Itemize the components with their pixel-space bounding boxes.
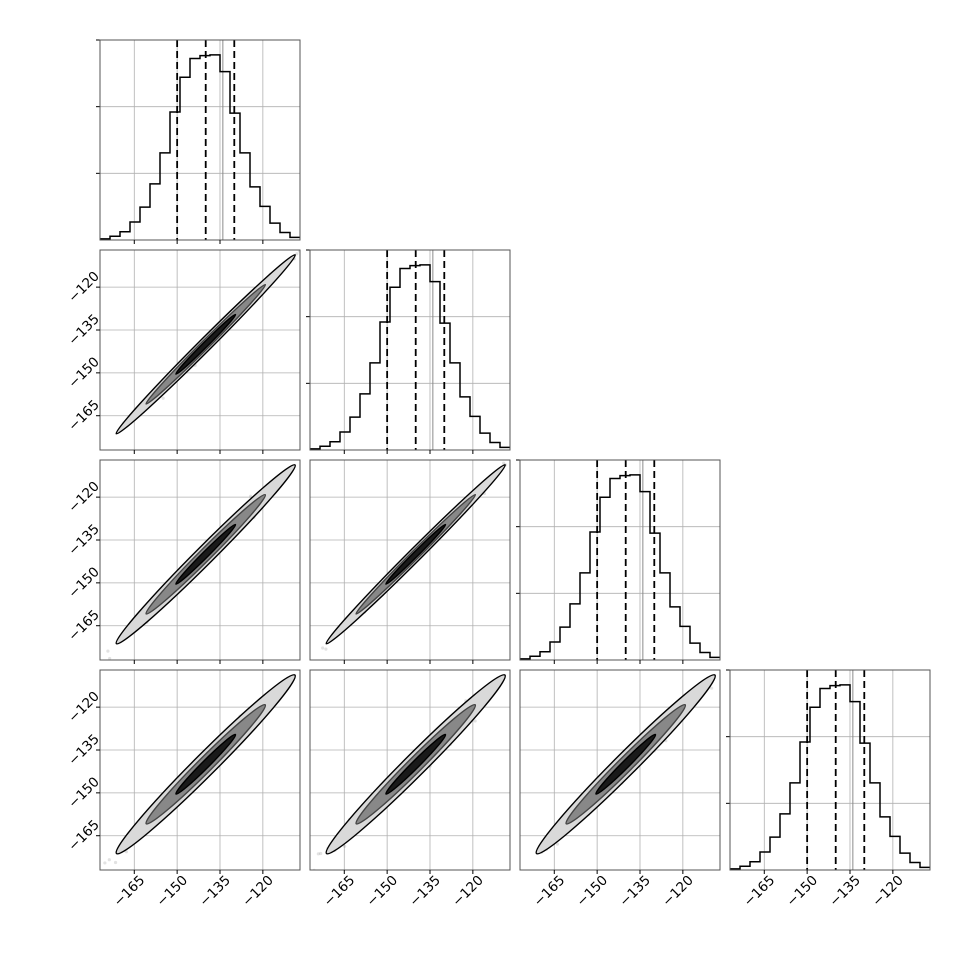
- histogram-step-line: [730, 684, 930, 870]
- scatter-point: [248, 494, 253, 498]
- contour-level-1: [175, 313, 237, 375]
- x-tick-label: −165: [741, 872, 779, 910]
- histogram-panel-4: [726, 669, 931, 874]
- scatter-panel-4-2: [309, 669, 511, 874]
- scatter-point: [343, 844, 347, 848]
- scatter-point: [113, 860, 118, 865]
- scatter-point: [108, 656, 112, 660]
- histogram-panel-2: [306, 249, 511, 454]
- scatter-point: [295, 252, 299, 256]
- scatter-point: [316, 852, 320, 856]
- contour-level-1: [175, 523, 237, 585]
- panel-frame: [309, 669, 511, 871]
- scatter-point: [107, 858, 111, 862]
- panel-frame: [99, 669, 301, 871]
- scatter-point: [161, 396, 165, 400]
- scatter-panel-4-3: [515, 669, 721, 881]
- scatter-point: [710, 686, 714, 690]
- x-tick-label: −150: [154, 872, 192, 910]
- x-tick-label: −120: [239, 872, 277, 910]
- scatter-point: [321, 646, 325, 650]
- scatter-point: [124, 850, 128, 854]
- scatter-point: [303, 452, 306, 455]
- scatter-panel-2-1: [78, 249, 301, 471]
- x-tick-label: −120: [869, 872, 907, 910]
- scatter-point: [473, 719, 477, 723]
- contour-level-1: [385, 523, 447, 585]
- scatter-content: [312, 674, 506, 870]
- x-tick-label: −165: [531, 872, 569, 910]
- histogram-panel-3: [516, 459, 721, 664]
- x-tick-label: −150: [574, 872, 612, 910]
- x-tick-label: −135: [196, 872, 234, 910]
- panel-frame: [99, 459, 301, 661]
- scatter-point: [515, 878, 518, 881]
- x-tick-label: −135: [616, 872, 654, 910]
- panel-frame: [309, 249, 511, 451]
- x-tick-label: −165: [321, 872, 359, 910]
- scatter-content: [78, 250, 300, 471]
- scatter-point: [501, 461, 506, 465]
- x-tick-label: −150: [784, 872, 822, 910]
- scatter-content: [103, 645, 315, 865]
- scatter-point: [312, 645, 315, 648]
- histogram-panel-1: [96, 39, 301, 244]
- scatter-point: [297, 250, 300, 253]
- x-tick-label: −135: [406, 872, 444, 910]
- panel-frame: [519, 669, 721, 871]
- scatter-point: [78, 468, 81, 471]
- histogram-step-line: [520, 474, 720, 660]
- panel-frame: [729, 669, 931, 871]
- x-tick-label: −120: [449, 872, 487, 910]
- x-tick-label: −165: [111, 872, 149, 910]
- scatter-panel-4-1: [96, 645, 315, 874]
- panel-frame: [309, 459, 511, 661]
- scatter-point: [106, 649, 110, 653]
- scatter-panel-3-2: [309, 459, 511, 664]
- x-tick-label: −135: [826, 872, 864, 910]
- histogram-step-line: [100, 54, 300, 240]
- panel-frame: [99, 39, 301, 241]
- contour-level-1: [385, 733, 447, 795]
- scatter-content: [321, 461, 508, 651]
- scatter-point: [324, 647, 328, 651]
- contour-level-1: [595, 733, 657, 795]
- scatter-point: [103, 861, 107, 865]
- x-tick-label: −120: [659, 872, 697, 910]
- scatter-point: [319, 851, 323, 856]
- x-tick-label: −150: [364, 872, 402, 910]
- scatter-content: [106, 452, 306, 660]
- contour-level-1: [175, 733, 237, 795]
- histogram-step-line: [310, 264, 510, 450]
- scatter-point: [555, 842, 560, 846]
- panel-frame: [519, 459, 721, 661]
- scatter-content: [515, 670, 720, 881]
- scatter-panel-3-1: [96, 452, 306, 664]
- panel-frame: [99, 249, 301, 451]
